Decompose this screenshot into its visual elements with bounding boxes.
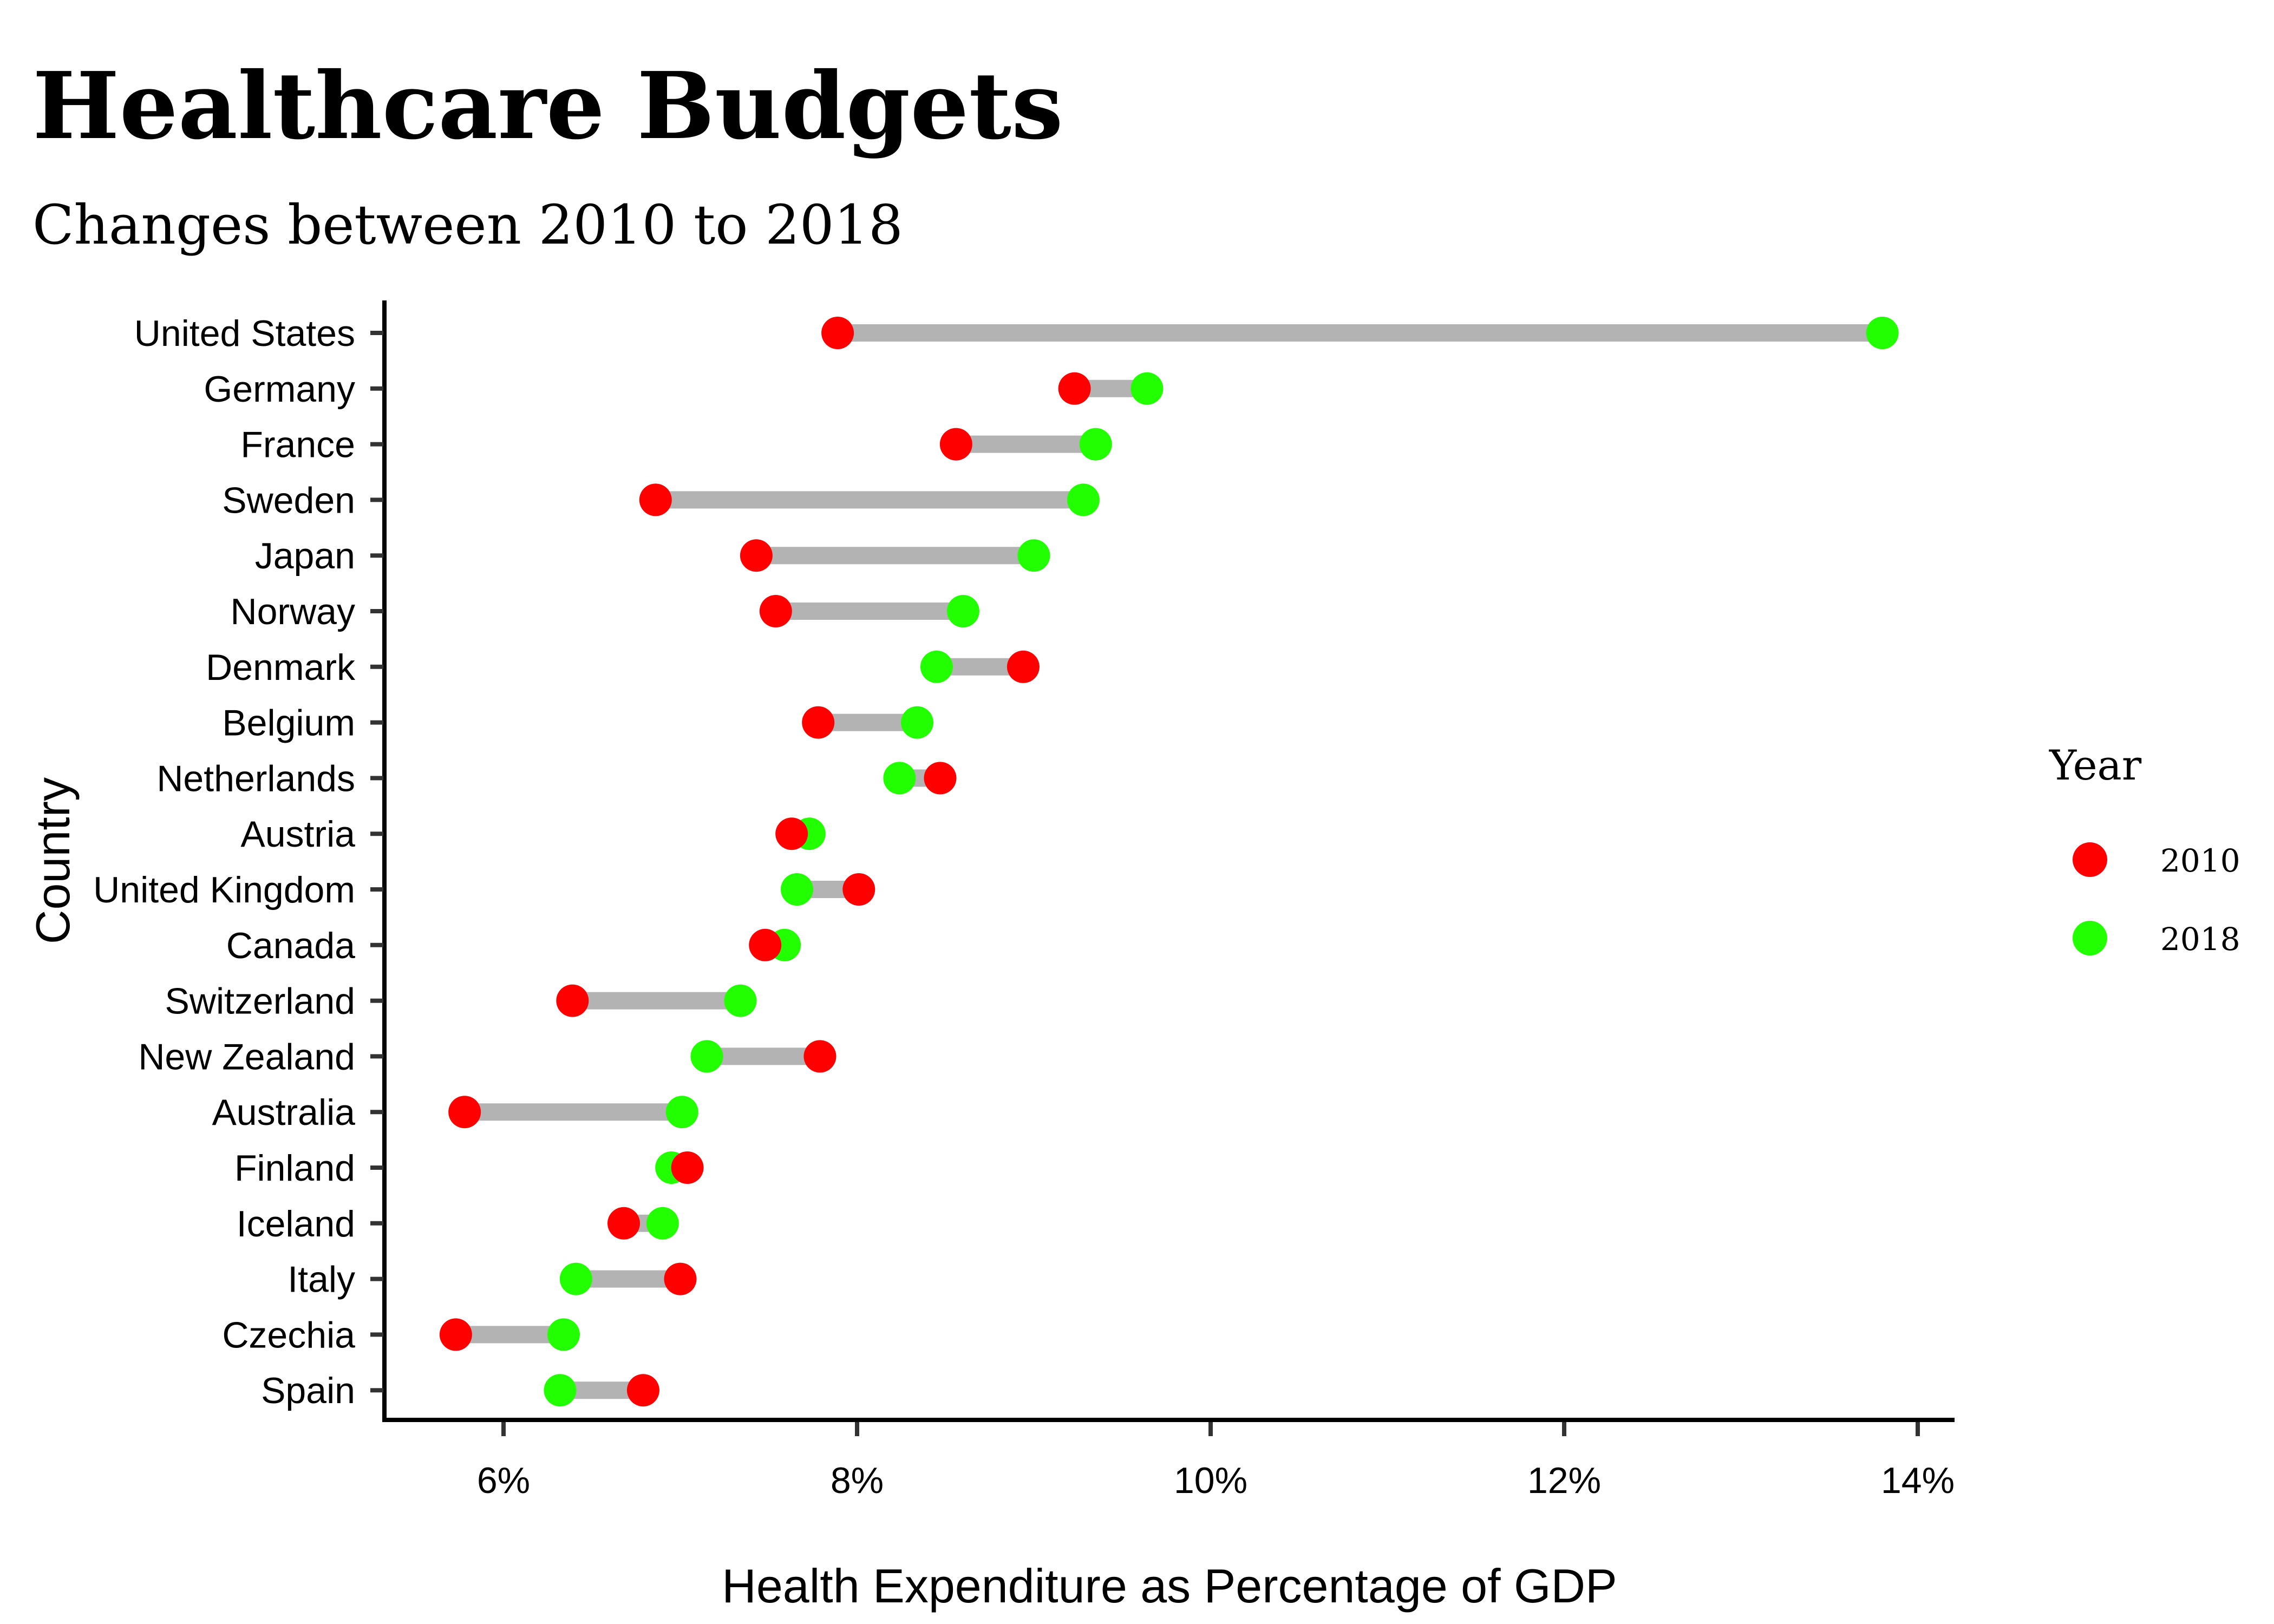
y-axis-title: Country bbox=[26, 777, 80, 944]
legend-label-2010: 2010 bbox=[2160, 842, 2240, 879]
y-tick-label: Netherlands bbox=[156, 758, 355, 799]
x-tick-label: 14% bbox=[1881, 1460, 1955, 1501]
y-tick-label: Germany bbox=[204, 369, 355, 410]
point-2018-new-zealand bbox=[690, 1040, 723, 1073]
legend: Year 2010 2018 bbox=[2049, 741, 2240, 958]
y-tick-label: Canada bbox=[226, 925, 355, 966]
point-2010-germany bbox=[1058, 372, 1091, 405]
y-axis-ticks: United States Germany France Sweden Japan Nor… bbox=[93, 313, 383, 1411]
legend-marker-2010 bbox=[2073, 842, 2107, 877]
legend-marker-2018 bbox=[2073, 921, 2107, 955]
x-axis-ticks: 6% 8% 10% 12% 14% bbox=[477, 1422, 1955, 1501]
y-tick-label: New Zealand bbox=[138, 1036, 355, 1077]
point-2010-denmark bbox=[1007, 650, 1040, 683]
point-2010-iceland bbox=[607, 1207, 641, 1240]
y-tick-label: United States bbox=[134, 313, 355, 354]
y-tick-label: Norway bbox=[231, 591, 356, 632]
point-2018-sweden bbox=[1067, 483, 1100, 516]
point-2018-czechia bbox=[547, 1318, 580, 1351]
x-axis-title: Health Expenditure as Percentage of GDP bbox=[722, 1559, 1617, 1613]
point-2010-norway bbox=[759, 595, 792, 627]
point-2018-netherlands bbox=[883, 762, 916, 795]
legend-label-2018: 2018 bbox=[2160, 921, 2240, 958]
point-2018-spain bbox=[544, 1374, 577, 1407]
point-2010-austria bbox=[775, 817, 808, 850]
point-2010-australia bbox=[448, 1096, 481, 1129]
point-2010-finland bbox=[671, 1151, 704, 1184]
y-tick-label: Denmark bbox=[206, 647, 356, 688]
y-tick-label: Australia bbox=[212, 1092, 355, 1133]
point-2018-france bbox=[1079, 428, 1112, 461]
point-2010-czechia bbox=[439, 1318, 472, 1351]
point-2018-italy bbox=[559, 1262, 592, 1295]
point-2018-switzerland bbox=[724, 984, 757, 1017]
plot-area bbox=[439, 317, 1899, 1407]
point-2010-japan bbox=[740, 539, 773, 572]
point-2018-iceland bbox=[646, 1207, 679, 1240]
y-tick-label: Czechia bbox=[222, 1314, 355, 1355]
point-2018-united-states bbox=[1866, 317, 1899, 349]
point-2010-united-states bbox=[821, 317, 854, 349]
point-2010-belgium bbox=[802, 706, 835, 739]
x-tick-label: 10% bbox=[1174, 1460, 1247, 1501]
point-2018-norway bbox=[946, 595, 979, 627]
chart-subtitle: Changes between 2010 to 2018 bbox=[32, 193, 903, 257]
y-tick-label: Switzerland bbox=[165, 981, 356, 1022]
point-2010-france bbox=[939, 428, 972, 461]
point-2010-sweden bbox=[639, 483, 672, 516]
y-tick-label: France bbox=[240, 424, 355, 466]
y-tick-label: United Kingdom bbox=[93, 869, 355, 911]
point-2010-netherlands bbox=[924, 762, 957, 795]
point-2018-japan bbox=[1017, 539, 1050, 572]
point-2018-germany bbox=[1131, 372, 1164, 405]
point-2018-denmark bbox=[920, 650, 953, 683]
x-tick-label: 8% bbox=[831, 1460, 884, 1501]
y-tick-label: Finland bbox=[234, 1148, 355, 1189]
point-2010-spain bbox=[626, 1374, 659, 1407]
point-2010-italy bbox=[664, 1262, 697, 1295]
x-tick-label: 6% bbox=[477, 1460, 530, 1501]
legend-title: Year bbox=[2049, 741, 2142, 789]
y-tick-label: Italy bbox=[287, 1259, 355, 1300]
point-2018-united-kingdom bbox=[780, 873, 813, 906]
point-2010-canada bbox=[749, 928, 782, 961]
y-tick-label: Austria bbox=[240, 814, 355, 855]
point-2018-belgium bbox=[901, 706, 934, 739]
point-2018-australia bbox=[665, 1096, 698, 1129]
y-tick-label: Spain bbox=[261, 1370, 355, 1411]
point-2010-united-kingdom bbox=[842, 873, 875, 906]
point-2010-new-zealand bbox=[803, 1040, 837, 1073]
y-tick-label: Belgium bbox=[222, 703, 355, 744]
y-tick-label: Japan bbox=[255, 535, 355, 577]
chart-title: Healthcare Budgets bbox=[32, 52, 1063, 160]
y-tick-label: Iceland bbox=[237, 1203, 355, 1245]
point-2010-switzerland bbox=[556, 984, 589, 1017]
x-tick-label: 12% bbox=[1527, 1460, 1601, 1501]
y-tick-label: Sweden bbox=[222, 480, 355, 521]
